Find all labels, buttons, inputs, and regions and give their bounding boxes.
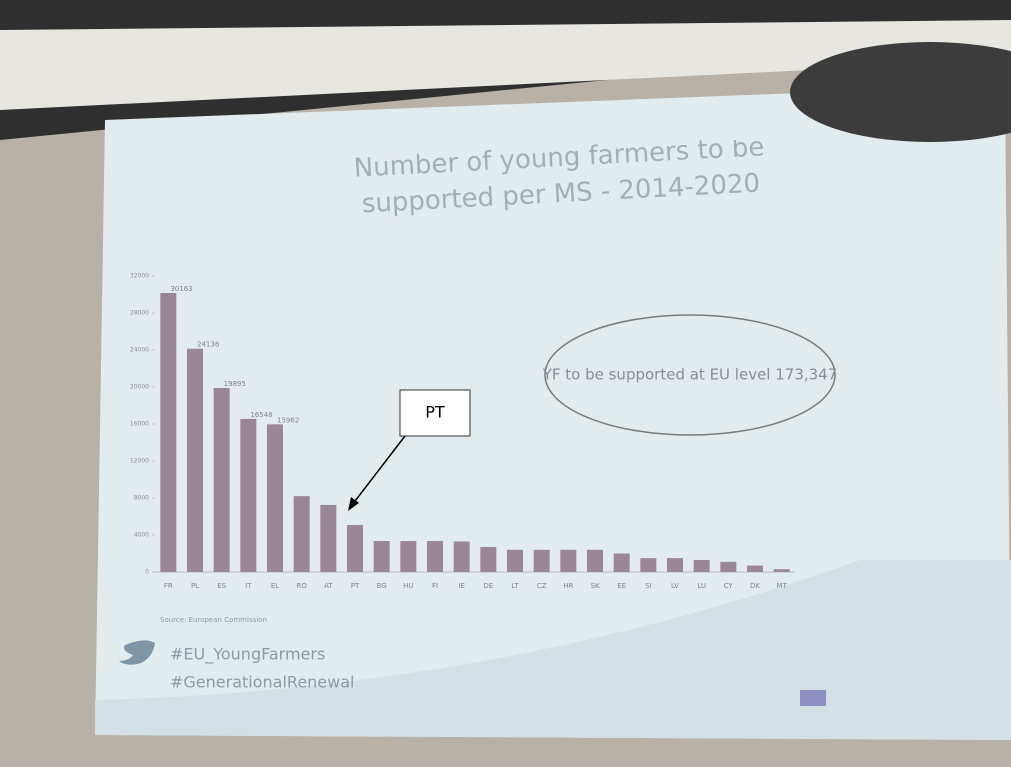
x-tick-label: SI (645, 582, 652, 590)
hashtag: #EU_YoungFarmers (170, 645, 325, 665)
bar (534, 550, 550, 572)
x-tick-label: RO (296, 582, 307, 590)
y-tick-label: 24000 (130, 347, 149, 354)
x-tick-label: DK (750, 582, 760, 590)
y-tick-label: 4000 (134, 532, 149, 539)
x-tick-label: PL (191, 582, 199, 590)
bar (214, 388, 230, 572)
x-tick-label: CZ (537, 582, 547, 590)
bar (267, 424, 283, 572)
bar (454, 541, 470, 572)
bar (347, 525, 363, 572)
data-label: 16548 (250, 411, 272, 419)
bar (480, 547, 496, 572)
x-tick-label: MT (777, 582, 788, 590)
bar (240, 419, 256, 572)
annotation: YF to be supported at EU level 173,347 (542, 366, 838, 384)
bar (640, 558, 656, 572)
bar (400, 541, 416, 572)
x-tick-label: IT (245, 582, 252, 590)
bar (374, 541, 390, 572)
eu-flag (800, 690, 826, 706)
bar (774, 569, 790, 572)
callout-label: PT (425, 403, 445, 422)
y-tick-label: 20000 (130, 384, 149, 391)
bar (747, 566, 763, 572)
x-tick-label: LU (697, 582, 706, 590)
bar (160, 293, 176, 572)
bar (614, 554, 630, 573)
y-tick-label: 32000 (130, 273, 149, 280)
y-tick-label: 28000 (130, 310, 149, 317)
bar (294, 496, 310, 572)
y-tick-label: 16000 (130, 421, 149, 428)
x-tick-label: DE (483, 582, 493, 590)
data-label: 15962 (277, 416, 299, 424)
title-box: Number of young farmers to be supported … (290, 140, 830, 230)
bar (694, 560, 710, 572)
bar (187, 349, 203, 572)
x-tick-label: AT (324, 582, 333, 590)
y-tick-label: 12000 (130, 458, 149, 465)
x-tick-label: PT (351, 582, 360, 590)
x-tick-label: BG (377, 582, 387, 590)
bar (560, 550, 576, 572)
y-tick-label: 8000 (134, 495, 149, 502)
bar (587, 550, 603, 572)
x-tick-label: HU (403, 582, 413, 590)
x-tick-label: CY (724, 582, 734, 590)
x-tick-label: EL (271, 582, 279, 590)
bar (720, 562, 736, 572)
y-tick-label: 0 (145, 569, 149, 576)
x-tick-label: SK (590, 582, 599, 590)
bar (507, 550, 523, 572)
photo: YF to be supported at EU level 173,347 #… (0, 0, 1011, 767)
chart-title: Number of young farmers to be supported … (290, 140, 830, 226)
x-tick-label: LT (511, 582, 519, 590)
data-label: 30163 (170, 285, 192, 293)
x-tick-label: FI (432, 582, 438, 590)
x-tick-label: EE (617, 582, 626, 590)
hashtag: #GenerationalRenewal (170, 673, 354, 692)
data-label: 19895 (224, 380, 246, 388)
x-tick-label: FR (164, 582, 173, 590)
x-tick-label: IE (458, 582, 465, 590)
source: Source: European Commission (160, 616, 267, 624)
bar (667, 558, 683, 572)
bar (320, 505, 336, 572)
x-tick-label: ES (217, 582, 226, 590)
data-label: 24136 (197, 341, 220, 349)
x-tick-label: HR (563, 582, 573, 590)
x-tick-label: LV (671, 582, 679, 590)
bar (427, 541, 443, 572)
